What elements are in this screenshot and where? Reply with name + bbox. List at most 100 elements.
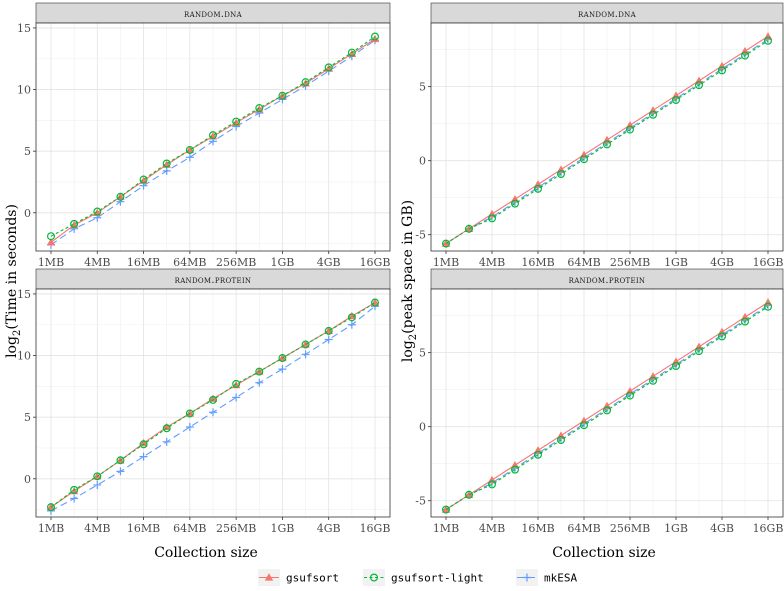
x-tick-label: 256MB	[610, 522, 650, 535]
y-tick-label: 0	[419, 155, 426, 168]
y-tick-label: 0	[24, 473, 31, 486]
x-tick-label: 64MB	[567, 522, 600, 535]
data-point-gsufsort-light	[347, 313, 356, 322]
data-point-mkESA	[185, 423, 194, 432]
data-point-mkESA	[347, 320, 356, 329]
x-tick-label: 1GB	[664, 256, 688, 269]
data-point-mkESA	[255, 378, 264, 387]
x-tick-label: 4GB	[710, 522, 734, 535]
y-tick-label: -5	[415, 229, 426, 242]
x-tick-label: 4MB	[84, 522, 110, 535]
x-tick-label: 64MB	[567, 256, 600, 269]
data-point-gsufsort-light	[324, 326, 333, 335]
y-axis-title-left: log2(Time in seconds)	[4, 204, 23, 358]
data-point-gsufsort-light	[209, 131, 218, 140]
data-point-gsufsort-light	[139, 175, 148, 184]
data-point-gsufsort-light	[255, 367, 264, 376]
data-point-gsufsort-light	[556, 436, 565, 445]
data-point-mkESA	[232, 393, 241, 402]
data-point-gsufsort-light	[602, 406, 611, 415]
data-point-mkESA	[70, 494, 79, 503]
x-tick-label: 16MB	[521, 256, 554, 269]
strip-title: random.protein	[175, 275, 252, 286]
strip-title: random.dna	[184, 9, 243, 20]
x-tick-label: 256MB	[216, 522, 256, 535]
data-point-gsufsort-light	[255, 104, 264, 113]
data-point-gsufsort	[139, 438, 148, 447]
data-point-gsufsort-light	[511, 199, 520, 208]
data-point-gsufsort-light	[185, 409, 194, 418]
x-tick-label: 256MB	[610, 256, 650, 269]
series-gsufsort-light	[46, 32, 380, 241]
plot-border	[35, 22, 391, 252]
data-point-gsufsort-light	[694, 81, 703, 90]
y-tick-label: 5	[24, 411, 31, 424]
data-point-gsufsort-light	[301, 340, 310, 349]
x-tick-label: 4MB	[479, 522, 505, 535]
panel-bottom-left: random.protein 0 5 10 15 1MB 4MB 16MB 64MB 256MB 1…	[17, 268, 391, 535]
y-tick-label: 5	[419, 81, 426, 94]
data-point-gsufsort-light	[511, 465, 520, 474]
data-point-mkESA	[116, 467, 125, 476]
data-point-mkESA	[162, 166, 171, 175]
data-point-gsufsort-light	[625, 391, 634, 400]
x-tick-label: 4GB	[317, 522, 341, 535]
data-point-gsufsort-light	[46, 503, 55, 512]
y-tick-label: -5	[415, 495, 426, 508]
data-point-gsufsort-light	[93, 472, 102, 481]
data-point-mkESA	[162, 437, 171, 446]
data-point-gsufsort	[208, 394, 218, 402]
x-tick-label: 16GB	[360, 522, 391, 535]
legend-key-marker	[523, 573, 531, 582]
data-point-mkESA	[209, 408, 217, 417]
panel-top-right: random.dna -5 0 5 1MB 4MB 16MB 64MB 256MB 1GB 4GB 1…	[415, 2, 784, 269]
data-point-mkESA	[278, 365, 287, 374]
x-tick-label: 16GB	[360, 256, 391, 269]
x-tick-label: 1GB	[664, 522, 688, 535]
data-point-gsufsort-light	[116, 192, 125, 201]
x-tick-label: 16MB	[521, 522, 554, 535]
plot-border	[35, 288, 391, 518]
x-tick-label: 4GB	[317, 256, 341, 269]
data-point-gsufsort-light	[717, 332, 726, 341]
legend-key-background	[363, 569, 385, 586]
data-point-gsufsort-light	[763, 36, 772, 45]
y-tick-label: 0	[419, 421, 426, 434]
data-point-gsufsort-light	[116, 456, 125, 465]
data-point-gsufsort-light	[465, 224, 474, 233]
data-point-gsufsort-light	[139, 440, 148, 449]
data-point-mkESA	[324, 335, 333, 344]
x-tick-label: 1GB	[270, 256, 294, 269]
series-line-gsufsort-light	[50, 302, 376, 508]
legend: gsufsort gsufsort-light mkESA	[258, 569, 577, 586]
data-point-gsufsort-light	[162, 424, 171, 433]
strip-title: random.protein	[569, 275, 646, 286]
y-tick-label: 10	[17, 350, 31, 363]
data-point-gsufsort-light	[185, 145, 194, 154]
plot-border	[430, 288, 784, 518]
panels: random.dna 0 5 10 15 1MB 4MB 16MB 64MB 256MB 1GB 4G…	[17, 2, 784, 535]
data-point-gsufsort	[370, 34, 380, 43]
data-point-gsufsort-light	[371, 298, 380, 307]
x-tick-label: 16MB	[127, 522, 160, 535]
data-point-gsufsort-light	[371, 32, 380, 41]
x-tick-label: 256MB	[216, 256, 256, 269]
data-point-gsufsort-light	[648, 110, 657, 119]
x-tick-label: 16GB	[753, 256, 784, 269]
x-tick-label: 1MB	[38, 256, 64, 269]
data-point-gsufsort-light	[232, 117, 241, 126]
legend-item-mkESA: mkESA	[516, 569, 577, 586]
data-point-gsufsort-light	[740, 317, 749, 326]
legend-item-gsufsort-light: gsufsort-light	[363, 569, 484, 586]
x-tick-label: 4MB	[479, 256, 505, 269]
data-point-gsufsort-light	[488, 480, 497, 489]
y-axis-title-right: log2(peak space in GB)	[400, 200, 419, 362]
data-point-gsufsort-light	[602, 140, 611, 149]
data-point-gsufsort-light	[671, 95, 680, 104]
x-tick-label: 4MB	[84, 256, 110, 269]
x-tick-label: 64MB	[173, 256, 206, 269]
data-point-gsufsort-light	[556, 170, 565, 179]
y-tick-label: 0	[24, 207, 31, 220]
data-point-gsufsort	[162, 422, 171, 431]
